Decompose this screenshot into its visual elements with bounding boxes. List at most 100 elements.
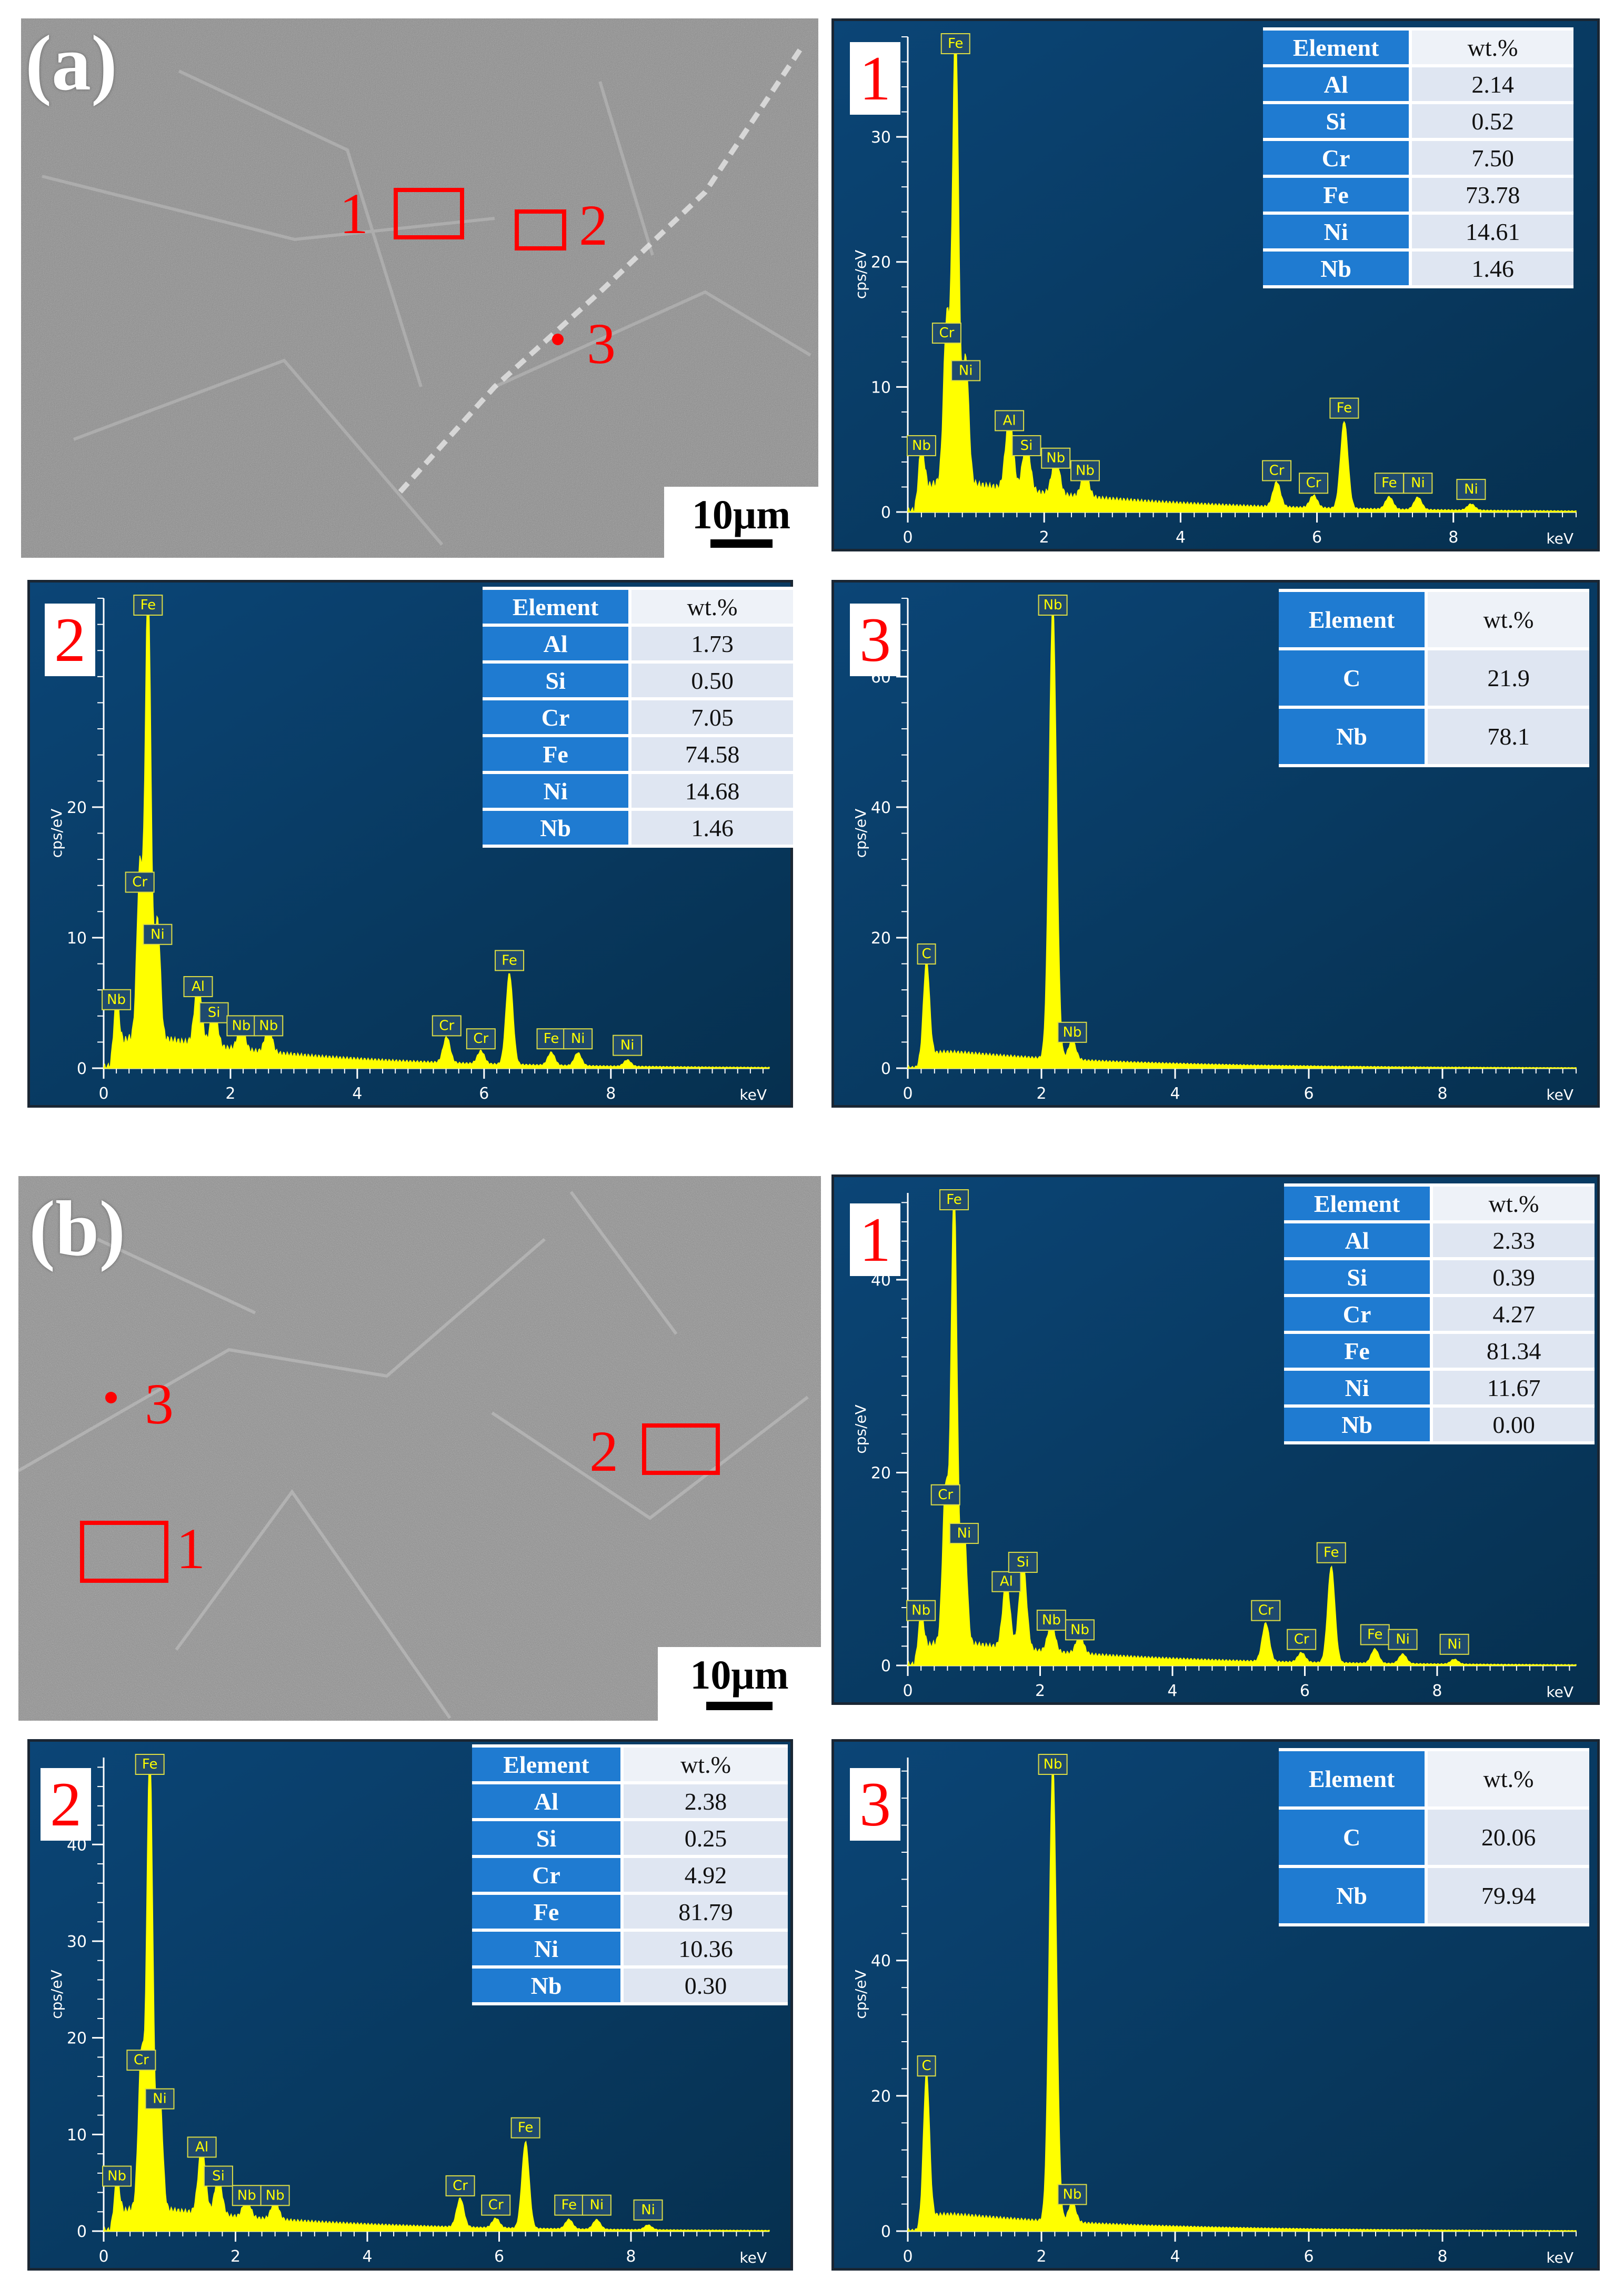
panel-label-a: (a) [25,19,117,107]
table-row: Nb 1.46 [1263,252,1573,285]
peak-label-text: Nb [1042,1612,1061,1628]
x-axis-label: keV [1546,1683,1573,1701]
eds-panel-a2: 0 2 4 6 8 0 10 20 keV cps/eV Nb Fe Cr Ni Al Si Nb Nb Cr Cr F… [27,580,793,1108]
peak-label-text: Ni [590,2197,604,2213]
wt-value-cell: 73.78 [1412,178,1573,212]
spectrum-series [907,1760,1577,2232]
peak-label: Nb [260,2185,290,2206]
sem-markers-b: 1 2 3 [18,1176,821,1721]
x-tick-label: 0 [903,2247,913,2266]
marker-point-b3 [105,1392,117,1403]
y-tick-label: 20 [871,929,891,948]
peak-label: Ni [582,2194,611,2216]
x-tick-label: 0 [98,1085,108,1103]
x-tick-label: 4 [1176,528,1186,547]
peak-label: Nb [226,1015,256,1037]
element-cell: Cr [1263,141,1412,175]
table-row: Si 0.52 [1263,104,1573,138]
peak-label-text: Al [1003,413,1016,428]
peak-label-text: Nb [259,1018,278,1033]
peak-label-text: Al [195,2139,208,2155]
peak-label-text: Cr [1269,463,1285,478]
peak-label-text: C [921,946,931,962]
peak-label-text: Ni [571,1031,585,1047]
peak-label-text: Nb [107,2168,126,2184]
table-header-row: Element wt.% [483,590,793,624]
element-cell: Fe [1284,1334,1433,1368]
y-tick-label: 0 [881,504,891,522]
peak-label: Si [1011,435,1041,456]
peak-label: Ni [949,1523,979,1544]
wt-value-cell: 81.34 [1433,1334,1595,1368]
table-header-wt: wt.% [1433,1187,1595,1220]
peak-label-text: Si [208,1005,220,1021]
table-row: Ni 11.67 [1284,1371,1595,1404]
table-header-element: Element [1279,592,1428,647]
x-axis-label: keV [739,1086,767,1103]
peak-label: Fe [135,1754,165,1775]
wt-value-cell: 14.68 [631,774,793,808]
table-header-row: Element wt.% [1279,1751,1589,1806]
x-axis-label: keV [1546,1086,1573,1103]
table-header-element: Element [472,1748,624,1781]
element-cell: Nb [472,1969,624,2002]
peak-label-text: Cr [488,2197,504,2213]
peak-label-text: Fe [141,597,156,613]
table-header-element: Element [1263,31,1412,64]
table-header-wt: wt.% [1428,1751,1589,1806]
peak-label-text: Ni [959,363,973,378]
peak-label: Ni [633,2199,663,2221]
wt-value-cell: 1.46 [1412,252,1573,285]
table-row: Cr 4.92 [472,1858,788,1892]
peak-label: Cr [1287,1629,1317,1650]
peak-label: Nb [1065,1619,1095,1641]
element-cell: Nb [1279,709,1428,764]
table-row: Ni 14.61 [1263,215,1573,248]
y-tick-label: 40 [871,799,891,817]
y-tick-label: 20 [67,2030,87,2048]
x-tick-label: 4 [1170,1085,1180,1103]
table-row: Ni 14.68 [483,774,793,808]
table-row: Al 2.14 [1263,67,1573,101]
x-tick-label: 0 [903,528,913,547]
peak-label: Cr [1262,460,1292,481]
peak-label: Al [183,976,213,997]
peak-label-text: Fe [1381,475,1397,491]
peak-label-text: Ni [1447,1637,1461,1652]
x-tick-label: 4 [1167,1682,1177,1700]
table-row: Nb 0.00 [1284,1408,1595,1441]
wt-value-cell: 7.50 [1412,141,1573,175]
y-tick-label: 0 [77,1060,87,1078]
peak-label-text: Nb [911,1603,930,1619]
table-row: Cr 7.50 [1263,141,1573,175]
spectrum-series [103,1757,770,2232]
spectrum-number-b1: 1 [850,1203,900,1276]
marker-label-b2: 2 [589,1419,618,1483]
peak-label-text: Fe [1337,400,1352,416]
x-tick-label: 4 [1170,2247,1180,2266]
x-tick-label: 6 [1304,1085,1314,1103]
table-header-wt: wt.% [624,1748,788,1781]
peak-label: Cr [466,1028,496,1050]
peak-label-text: Nb [1062,2186,1081,2202]
peak-label-text: Cr [132,875,147,890]
y-axis-label: cps/eV [852,250,869,299]
x-tick-label: 0 [98,2247,108,2266]
peak-label-text: Cr [1306,475,1321,491]
peak-label-text: Cr [939,325,954,341]
table-row: Si 0.39 [1284,1260,1595,1294]
x-tick-label: 6 [1300,1682,1310,1700]
table-header-element: Element [1279,1751,1428,1806]
element-cell: Cr [472,1858,624,1892]
table-row: Cr 4.27 [1284,1297,1595,1331]
peak-label: Nb [1036,1610,1066,1631]
peak-label: Si [203,2165,233,2187]
peak-label: Ni [1403,473,1433,494]
element-cell: Ni [1263,215,1412,248]
peak-label: Nb [1038,1754,1068,1775]
element-cell: C [1279,650,1428,706]
eds-panel-a1: 0 2 4 6 8 0 10 20 30 keV cps/eV Nb Fe Cr Ni Al Si Nb Nb Cr C… [831,18,1600,551]
wt-value-cell: 21.9 [1428,650,1589,706]
spectrum-series [907,1192,1577,1666]
peak-label-text: Fe [1367,1627,1383,1643]
